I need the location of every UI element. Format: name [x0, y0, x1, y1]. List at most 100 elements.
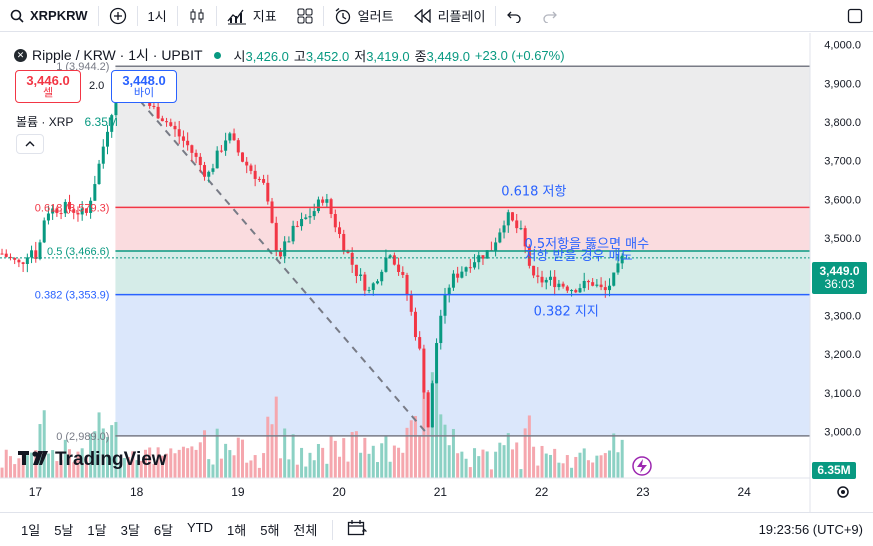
candle-body — [451, 273, 455, 288]
volume-bar — [392, 445, 396, 478]
replay-button[interactable]: 리플레이 — [404, 0, 496, 32]
candle-body — [156, 106, 160, 119]
range-button[interactable]: 1달 — [87, 523, 107, 538]
candle-body — [367, 289, 371, 291]
candle-body — [4, 253, 8, 257]
candle-body — [34, 250, 38, 259]
volume-bar — [548, 454, 552, 478]
candles — [0, 81, 624, 428]
candle-body — [350, 252, 354, 265]
candle-body — [257, 178, 261, 180]
candle-body — [380, 271, 384, 282]
volume-axis-badge: 6.35M — [812, 462, 856, 479]
volume-bar — [228, 450, 232, 478]
candle-body — [510, 212, 514, 221]
candle-body — [599, 284, 603, 288]
range-button[interactable]: 1해 — [227, 523, 247, 538]
time-axis[interactable]: 17 18 19 20 21 22 23 24 — [29, 485, 751, 499]
volume-bar — [152, 463, 156, 478]
plus-circle-icon — [109, 7, 126, 24]
interval-button[interactable]: 1시 — [138, 0, 177, 32]
lightning-icon[interactable] — [632, 456, 652, 476]
candles-icon — [190, 8, 204, 23]
volume-bar — [405, 427, 409, 478]
legend-title[interactable]: Ripple / KRW · 1시 · UPBIT — [32, 47, 203, 63]
fib-zone — [115, 207, 811, 252]
symbol-search[interactable]: XRPKRW — [0, 0, 98, 32]
candle-body — [160, 118, 164, 122]
candle-body — [186, 140, 190, 146]
fib-level-label: 0 (2,989.0) — [56, 431, 109, 443]
range-button[interactable]: 1일 — [21, 523, 41, 538]
volume-bar — [207, 459, 211, 478]
candle-body — [0, 253, 4, 255]
candle-body — [540, 276, 544, 283]
indicators-button[interactable]: 지표 — [217, 0, 287, 32]
grid-icon — [297, 8, 313, 23]
chart-annotation: 저항 받을 경우 매도 — [524, 249, 632, 264]
price-tick-label: 3,500.0 — [824, 233, 861, 245]
candle-body — [190, 145, 194, 153]
volume-bar — [63, 439, 67, 478]
range-button[interactable]: 5해 — [260, 523, 280, 538]
bottom-toolbar: 1일 5날 1달 3달 6달 YTD 1해 5해 전체 19:23:56 (UTC+9) — [0, 512, 873, 546]
chart-annotation: 0.382 지지 — [534, 304, 599, 319]
volume-bar — [397, 447, 401, 478]
volume-bar — [266, 416, 270, 478]
volume-bar — [76, 451, 80, 478]
indicators-icon — [227, 9, 246, 24]
volume-bar — [570, 467, 574, 478]
volume-bar — [506, 433, 510, 478]
volume-bar — [574, 456, 578, 478]
volume-legend-title[interactable]: 볼륨 · XRP — [16, 115, 74, 129]
volume-bar — [316, 443, 320, 478]
candle-body — [38, 242, 42, 259]
volume-bar — [30, 452, 34, 478]
alerts-button[interactable]: 얼러트 — [324, 0, 404, 32]
chart-type-button[interactable] — [178, 0, 216, 32]
volume-bar — [240, 439, 244, 478]
sell-button[interactable]: 3,446.0 셀 — [15, 70, 81, 103]
volume-bar — [599, 455, 603, 478]
market-status-dot — [213, 51, 221, 59]
volume-bar — [55, 461, 59, 478]
volume-bar — [502, 445, 506, 478]
compare-button[interactable] — [99, 0, 137, 32]
undo-button[interactable] — [496, 0, 532, 32]
candle-body — [194, 152, 198, 157]
range-button[interactable]: 6달 — [153, 523, 174, 538]
range-button[interactable]: 전체 — [293, 523, 318, 538]
buy-label: 바이 — [133, 87, 155, 99]
volume-bar — [59, 460, 63, 478]
volume-bar — [371, 445, 375, 478]
volume-bar — [211, 464, 215, 478]
volume-bar — [68, 449, 72, 478]
collapse-legend-button[interactable] — [16, 134, 44, 154]
price-tick-label: 3,300.0 — [824, 310, 861, 322]
candle-body — [435, 343, 439, 384]
buy-button[interactable]: 3,448.0 바이 — [111, 70, 177, 103]
volume-bar — [118, 463, 122, 478]
volume-bar — [283, 428, 287, 478]
clock[interactable]: 19:23:56 (UTC+9) — [758, 522, 863, 537]
volume-bar — [608, 450, 612, 478]
candle-body — [42, 220, 46, 243]
range-button[interactable]: 5날 — [54, 523, 74, 538]
fullscreen-button[interactable] — [837, 0, 873, 32]
tradingview-logo: TradingView — [18, 449, 167, 470]
layouts-button[interactable] — [287, 0, 323, 32]
candle-body — [553, 276, 557, 288]
volume-bar — [603, 453, 607, 478]
range-button[interactable]: 3달 — [120, 523, 140, 538]
volume-bar — [586, 460, 590, 478]
candle-body — [603, 287, 607, 291]
price-axis[interactable]: 3,000.03,100.03,200.03,300.03,400.03,500… — [824, 40, 861, 439]
candle-body — [211, 168, 215, 172]
candle-body — [439, 315, 443, 344]
settings-icon[interactable] — [837, 486, 849, 498]
price-chart[interactable]: 0 (2,989.0) 0.382 (3,353.9) 0.5 (3,466.6) 0… — [0, 33, 873, 512]
goto-date-button[interactable] — [341, 519, 373, 540]
volume-bar — [177, 449, 181, 478]
redo-button[interactable] — [532, 0, 568, 32]
range-button[interactable]: YTD — [187, 520, 214, 535]
